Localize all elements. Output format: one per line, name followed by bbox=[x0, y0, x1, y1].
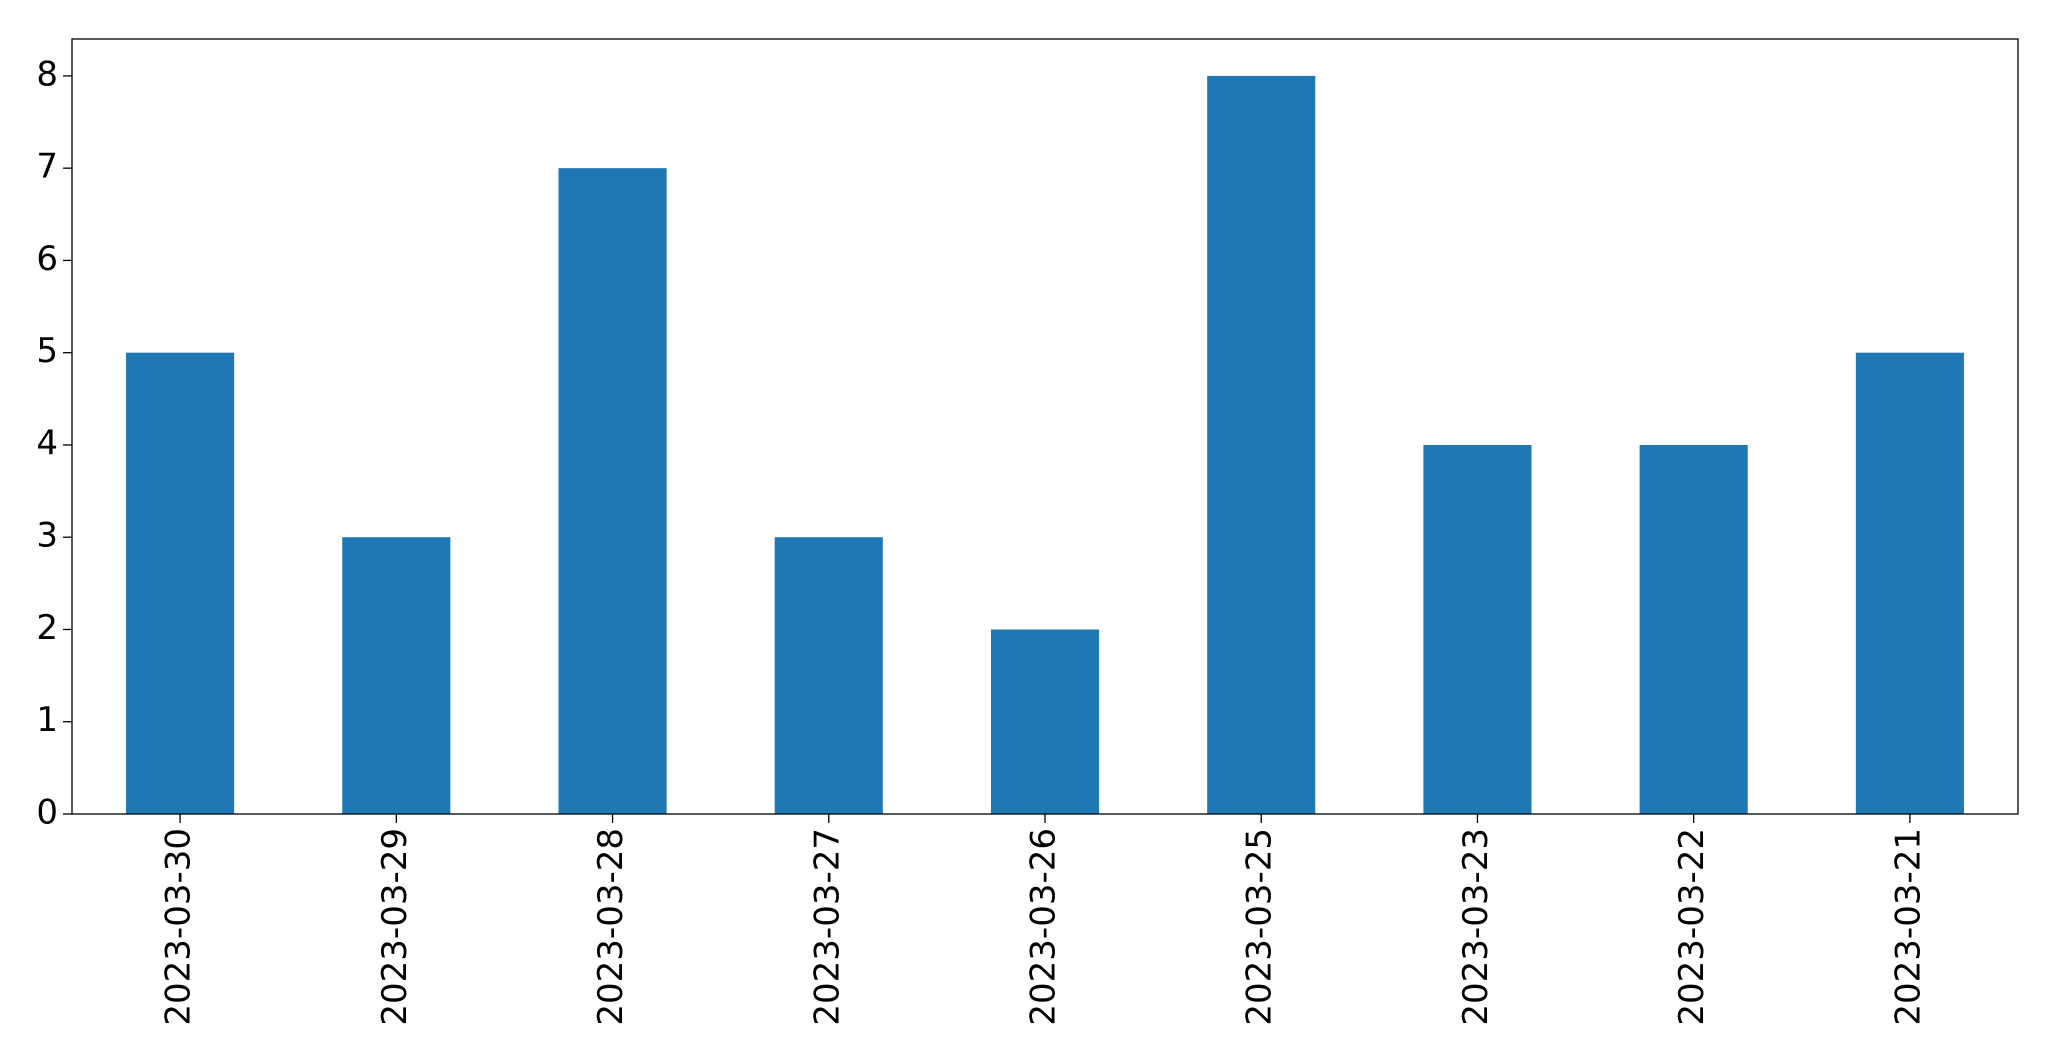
x-tick-label: 2023-03-27 bbox=[807, 828, 847, 1026]
plot-frame bbox=[71, 38, 2019, 815]
y-tick-label: 4 bbox=[36, 423, 58, 463]
bar bbox=[1855, 352, 1964, 814]
y-tick-label: 2 bbox=[36, 608, 58, 648]
x-tick-label: 2023-03-26 bbox=[1024, 828, 1064, 1026]
x-tick-label: 2023-03-25 bbox=[1240, 828, 1280, 1026]
bar bbox=[774, 537, 883, 814]
bar bbox=[1423, 444, 1532, 814]
bar bbox=[342, 537, 451, 814]
x-tick-label: 2023-03-21 bbox=[1888, 828, 1928, 1026]
y-tick-label: 0 bbox=[36, 793, 58, 833]
bar bbox=[126, 352, 235, 814]
x-tick-label: 2023-03-22 bbox=[1672, 828, 1712, 1026]
x-tick-label: 2023-03-23 bbox=[1456, 828, 1496, 1026]
bar bbox=[1639, 444, 1748, 814]
y-tick-label: 3 bbox=[36, 516, 58, 556]
y-tick-label: 7 bbox=[36, 147, 58, 187]
x-tick-label: 2023-03-28 bbox=[591, 828, 631, 1026]
y-tick-label: 6 bbox=[36, 239, 58, 279]
bar bbox=[558, 168, 667, 814]
y-tick-label: 5 bbox=[36, 331, 58, 371]
bar bbox=[1207, 75, 1316, 814]
x-tick-label: 2023-03-29 bbox=[375, 828, 415, 1026]
bar bbox=[990, 629, 1100, 814]
x-tick-label: 2023-03-30 bbox=[159, 828, 199, 1026]
y-tick-label: 8 bbox=[36, 54, 58, 94]
y-tick-label: 1 bbox=[36, 700, 58, 740]
